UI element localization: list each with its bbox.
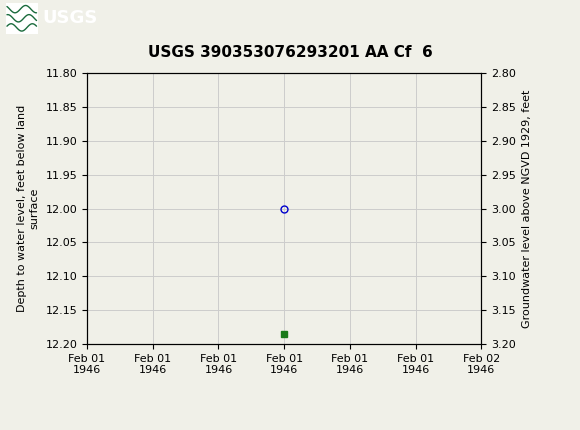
Text: USGS 390353076293201 AA Cf  6: USGS 390353076293201 AA Cf 6 [148, 45, 432, 60]
Y-axis label: Groundwater level above NGVD 1929, feet: Groundwater level above NGVD 1929, feet [521, 89, 531, 328]
Legend: Period of approved data: Period of approved data [185, 429, 383, 430]
Y-axis label: Depth to water level, feet below land
surface: Depth to water level, feet below land su… [17, 105, 40, 312]
Text: USGS: USGS [42, 9, 97, 27]
Bar [6, 3, 38, 34]
